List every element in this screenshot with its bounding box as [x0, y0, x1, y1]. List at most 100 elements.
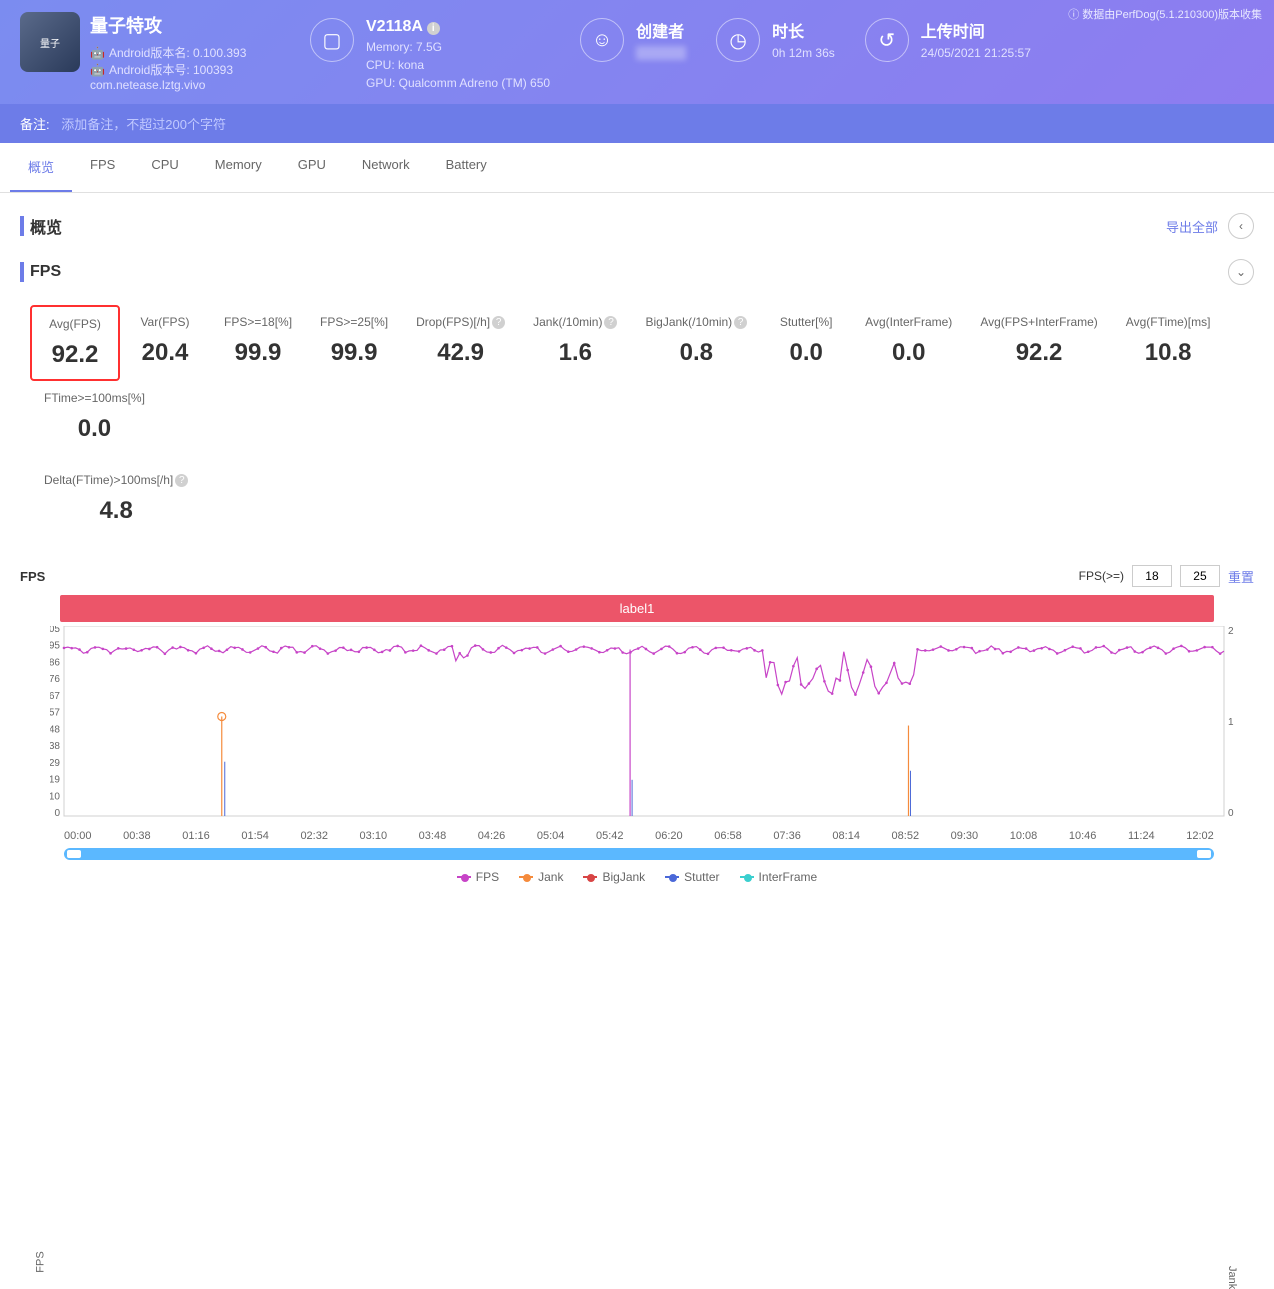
- fps-chart-area: FPS FPS(>=) 重置 label1 FPS Jank 105 95 86 76…: [0, 565, 1274, 894]
- app-meta: 量子特攻 🤖Android版本名: 0.100.393 🤖Android版本号:…: [90, 12, 246, 92]
- tab-fps[interactable]: FPS: [72, 143, 133, 192]
- collection-note: ⓘ 数据由PerfDog(5.1.210300)版本收集: [1068, 6, 1262, 22]
- device-cpu: CPU: kona: [366, 58, 550, 72]
- device-info: ▢ V2118A i Memory: 7.5G CPU: kona GPU: Q…: [310, 18, 550, 90]
- help-icon[interactable]: ?: [175, 474, 188, 487]
- collapse-button[interactable]: ⌄: [1228, 259, 1254, 285]
- android-icon: 🤖: [90, 63, 105, 77]
- fps-section: FPS ⌄ Avg(FPS)92.2Var(FPS)20.4FPS>=18[%]…: [0, 259, 1274, 565]
- legend-item[interactable]: Stutter: [665, 870, 719, 884]
- creator-value: [636, 46, 686, 60]
- svg-text:29: 29: [50, 758, 60, 769]
- help-icon[interactable]: ?: [604, 316, 617, 329]
- upload-value: 24/05/2021 21:25:57: [921, 46, 1031, 60]
- android-number: 🤖Android版本号: 100393: [90, 61, 246, 78]
- app-title: 量子特攻: [90, 12, 246, 38]
- tab-概览[interactable]: 概览: [10, 143, 72, 192]
- svg-text:0: 0: [1228, 808, 1234, 819]
- svg-text:57: 57: [50, 708, 60, 719]
- timeline-scrollbar[interactable]: [64, 848, 1214, 860]
- y-axis-right-label: Jank: [1226, 1266, 1238, 1289]
- metric: Jank(/10min)?1.6: [519, 305, 631, 381]
- svg-text:19: 19: [50, 775, 60, 786]
- tab-network[interactable]: Network: [344, 143, 428, 192]
- fps-threshold-input-1[interactable]: [1132, 565, 1172, 587]
- legend-item[interactable]: FPS: [457, 870, 499, 884]
- metric: FPS>=25[%]99.9: [306, 305, 402, 381]
- svg-text:48: 48: [50, 724, 60, 735]
- tab-gpu[interactable]: GPU: [280, 143, 344, 192]
- header: ⓘ 数据由PerfDog(5.1.210300)版本收集 量子 量子特攻 🤖An…: [0, 0, 1274, 104]
- metric: Avg(InterFrame)0.0: [851, 305, 966, 381]
- fps-geq-label: FPS(>=): [1079, 569, 1124, 583]
- duration-label: 时长: [772, 18, 835, 42]
- remark-label: 备注:: [20, 117, 50, 132]
- svg-text:1: 1: [1228, 717, 1234, 728]
- tabs: 概览FPSCPUMemoryGPUNetworkBattery: [0, 143, 1274, 193]
- metric: BigJank(/10min)?0.8: [631, 305, 761, 381]
- metrics-row-2: Delta(FTime)>100ms[/h]?4.8: [20, 463, 1254, 545]
- device-icon: ▢: [310, 18, 354, 62]
- creator-label: 创建者: [636, 18, 686, 42]
- android-icon: 🤖: [90, 46, 105, 60]
- device-memory: Memory: 7.5G: [366, 40, 550, 54]
- legend-item[interactable]: BigJank: [583, 870, 645, 884]
- duration-info: ◷ 时长 0h 12m 36s: [716, 18, 835, 62]
- metric: Avg(FTime)[ms]10.8: [1112, 305, 1225, 381]
- metric: Drop(FPS)[/h]?42.9: [402, 305, 519, 381]
- app-info: 量子 量子特攻 🤖Android版本名: 0.100.393 🤖Android版…: [20, 12, 280, 92]
- user-icon: ☺: [580, 18, 624, 62]
- metric: FTime>=100ms[%]0.0: [30, 381, 159, 453]
- duration-value: 0h 12m 36s: [772, 46, 835, 60]
- metric: Var(FPS)20.4: [120, 305, 210, 381]
- package-name: com.netease.lztg.vivo: [90, 78, 246, 92]
- tab-battery[interactable]: Battery: [428, 143, 505, 192]
- device-model: V2118A i: [366, 18, 550, 36]
- app-icon: 量子: [20, 12, 80, 72]
- metric: FPS>=18[%]99.9: [210, 305, 306, 381]
- svg-text:67: 67: [50, 691, 60, 702]
- legend-item[interactable]: InterFrame: [740, 870, 818, 884]
- fps-title: FPS: [30, 263, 61, 281]
- reset-link[interactable]: 重置: [1228, 567, 1254, 586]
- chart-controls: FPS(>=) 重置: [1079, 565, 1254, 587]
- upload-info: ↺ 上传时间 24/05/2021 21:25:57: [865, 18, 1031, 62]
- chart-title: FPS: [20, 569, 45, 584]
- help-icon[interactable]: ?: [734, 316, 747, 329]
- metrics-row: Avg(FPS)92.2Var(FPS)20.4FPS>=18[%]99.9FP…: [20, 285, 1254, 463]
- tab-memory[interactable]: Memory: [197, 143, 280, 192]
- svg-text:0: 0: [54, 808, 60, 819]
- scroll-handle-right[interactable]: [1196, 849, 1212, 859]
- remark-placeholder: 添加备注，不超过200个字符: [61, 117, 226, 132]
- legend-item[interactable]: Jank: [519, 870, 563, 884]
- export-all-link[interactable]: 导出全部: [1166, 217, 1218, 236]
- android-name: 🤖Android版本名: 0.100.393: [90, 44, 246, 61]
- x-axis: 00:0000:3801:1601:5402:3203:1003:4804:26…: [64, 830, 1214, 842]
- history-icon: ↺: [865, 18, 909, 62]
- label-bar[interactable]: label1: [60, 595, 1214, 622]
- upload-label: 上传时间: [921, 18, 1031, 42]
- scroll-handle-left[interactable]: [66, 849, 82, 859]
- fps-threshold-input-2[interactable]: [1180, 565, 1220, 587]
- tab-cpu[interactable]: CPU: [133, 143, 196, 192]
- remark-bar[interactable]: 备注: 添加备注，不超过200个字符: [0, 104, 1274, 143]
- help-icon[interactable]: ?: [492, 316, 505, 329]
- svg-text:95: 95: [50, 641, 60, 652]
- device-gpu: GPU: Qualcomm Adreno (TM) 650: [366, 76, 550, 90]
- fps-chart[interactable]: 105958676675748382919100 210: [50, 626, 1250, 826]
- section-bar-icon: [20, 216, 24, 236]
- clock-icon: ◷: [716, 18, 760, 62]
- y-axis-left-label: FPS: [35, 1251, 47, 1272]
- svg-text:38: 38: [50, 741, 60, 752]
- metric: Stutter[%]0.0: [761, 305, 851, 381]
- metric: Delta(FTime)>100ms[/h]?4.8: [30, 463, 202, 535]
- info-icon[interactable]: i: [427, 22, 440, 35]
- metric: Avg(FPS+InterFrame)92.2: [966, 305, 1111, 381]
- section-bar-icon: [20, 262, 24, 282]
- svg-text:86: 86: [50, 657, 60, 668]
- svg-text:76: 76: [50, 674, 60, 685]
- metric: Avg(FPS)92.2: [30, 305, 120, 381]
- svg-text:105: 105: [50, 626, 60, 635]
- collapse-button[interactable]: ‹: [1228, 213, 1254, 239]
- overview-title: 概览: [30, 214, 62, 238]
